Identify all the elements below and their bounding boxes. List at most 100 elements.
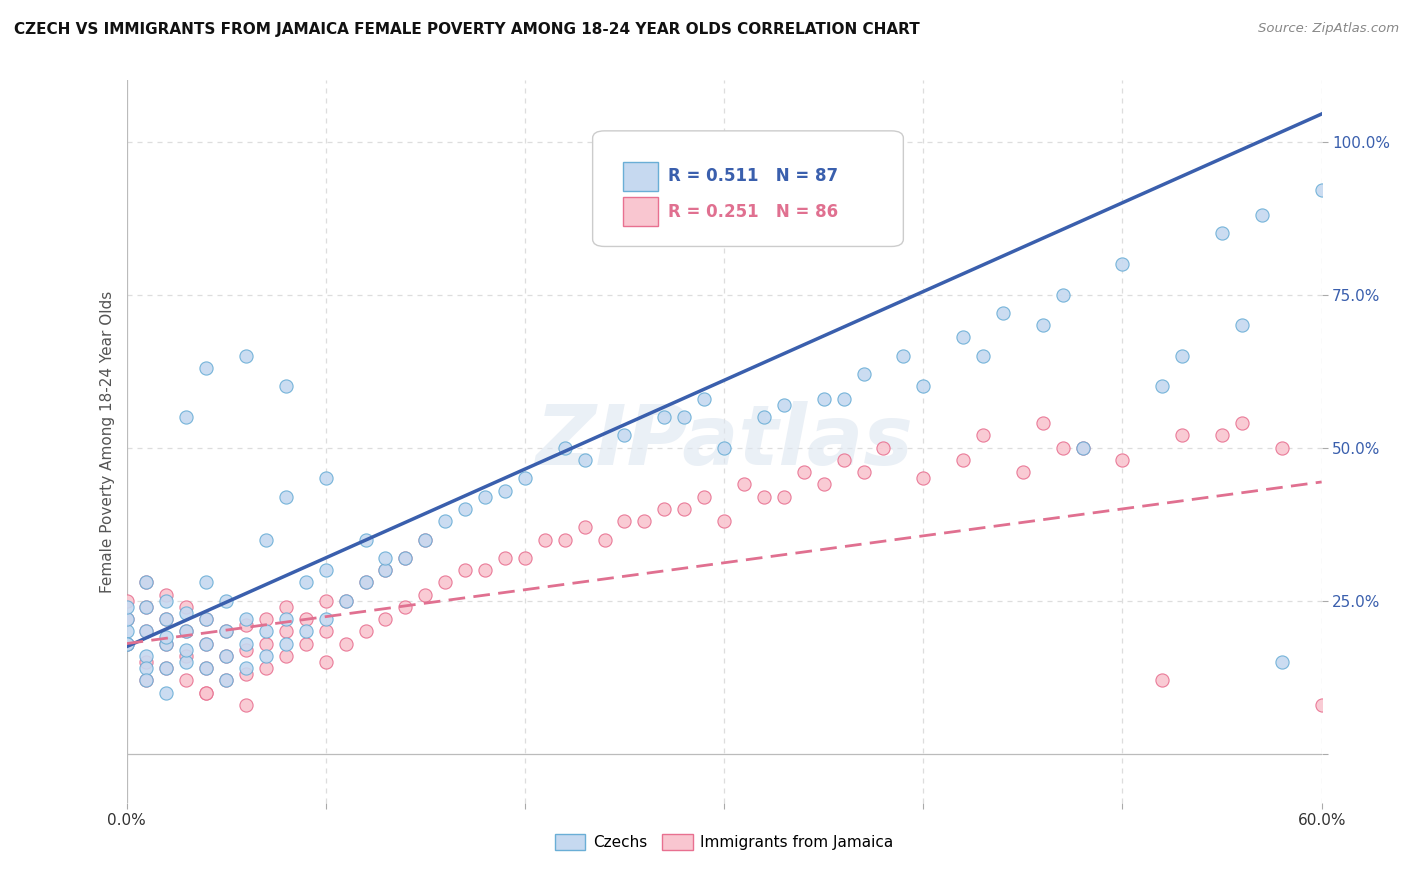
Point [1111, 453, 1133, 467]
Point [155, 612, 177, 626]
Point [254, 612, 277, 626]
Point [693, 392, 716, 406]
Point [972, 428, 994, 442]
Text: Source: ZipAtlas.com: Source: ZipAtlas.com [1258, 22, 1399, 36]
Point [235, 612, 257, 626]
Point [413, 533, 436, 547]
Point [1111, 257, 1133, 271]
Point [793, 465, 815, 479]
Point [155, 631, 177, 645]
Point [613, 514, 636, 528]
Point [215, 593, 238, 607]
Point [852, 367, 875, 381]
Point [315, 563, 337, 577]
Point [813, 392, 835, 406]
Point [474, 490, 496, 504]
Point [115, 593, 138, 607]
Point [852, 465, 875, 479]
Point [1171, 428, 1194, 442]
Point [613, 428, 636, 442]
Point [1152, 379, 1174, 393]
Point [274, 648, 297, 663]
Point [115, 612, 138, 626]
Point [1011, 465, 1033, 479]
Point [1271, 441, 1294, 455]
Point [155, 637, 177, 651]
Point [1032, 318, 1054, 333]
Point [474, 563, 496, 577]
Point [274, 612, 297, 626]
Point [155, 593, 177, 607]
Point [195, 637, 218, 651]
Point [274, 379, 297, 393]
Point [215, 624, 238, 639]
Text: R = 0.511   N = 87: R = 0.511 N = 87 [668, 168, 838, 186]
Point [413, 533, 436, 547]
Point [174, 606, 197, 620]
Point [454, 502, 477, 516]
Point [235, 661, 257, 675]
Point [533, 533, 555, 547]
Point [494, 483, 516, 498]
Point [315, 624, 337, 639]
Point [274, 599, 297, 614]
Point [1052, 287, 1074, 301]
Point [155, 661, 177, 675]
Point [235, 637, 257, 651]
Point [991, 306, 1014, 320]
Point [195, 685, 218, 699]
Point [912, 379, 935, 393]
Point [155, 685, 177, 699]
Point [274, 624, 297, 639]
Point [1230, 318, 1253, 333]
Point [1071, 441, 1094, 455]
Point [115, 637, 138, 651]
Point [274, 490, 297, 504]
Point [235, 618, 257, 632]
Point [254, 624, 277, 639]
Point [195, 612, 218, 626]
Y-axis label: Female Poverty Among 18-24 Year Olds: Female Poverty Among 18-24 Year Olds [100, 291, 115, 592]
Point [513, 471, 536, 485]
Point [215, 673, 238, 688]
Point [215, 648, 238, 663]
Point [155, 661, 177, 675]
Point [135, 648, 157, 663]
Point [215, 673, 238, 688]
Point [891, 349, 914, 363]
Point [195, 575, 218, 590]
Point [972, 349, 994, 363]
Point [872, 441, 894, 455]
Point [832, 453, 855, 467]
Point [254, 533, 277, 547]
Point [713, 441, 735, 455]
Point [1032, 416, 1054, 430]
Text: R = 0.251   N = 86: R = 0.251 N = 86 [668, 202, 838, 221]
Point [254, 637, 277, 651]
Point [1230, 416, 1253, 430]
Point [235, 349, 257, 363]
Point [1271, 655, 1294, 669]
Point [673, 502, 696, 516]
Point [374, 550, 396, 565]
Point [434, 575, 457, 590]
Point [354, 533, 377, 547]
Point [952, 330, 974, 344]
Point [155, 612, 177, 626]
Point [174, 648, 197, 663]
Point [254, 661, 277, 675]
Point [135, 575, 157, 590]
Point [593, 533, 616, 547]
Point [354, 575, 377, 590]
Point [235, 667, 257, 681]
Legend: Czechs, Immigrants from Jamaica: Czechs, Immigrants from Jamaica [548, 829, 900, 856]
Point [315, 612, 337, 626]
Point [115, 637, 138, 651]
Point [832, 392, 855, 406]
Point [1310, 184, 1333, 198]
Point [174, 410, 197, 425]
Point [513, 550, 536, 565]
Point [374, 612, 396, 626]
Point [294, 624, 316, 639]
Point [652, 502, 675, 516]
